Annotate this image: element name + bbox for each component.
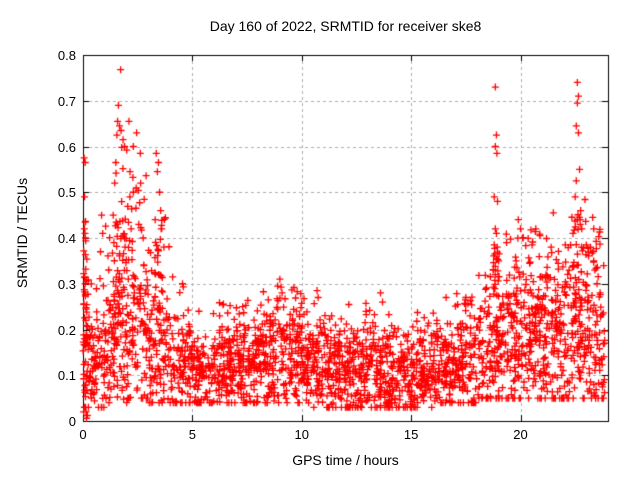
y-tick-label: 0.1 [57,368,76,384]
x-tick-label: 5 [188,427,196,442]
y-tick-label: 0.2 [57,322,76,338]
x-tick-label: 0 [79,427,87,442]
x-tick-label: 15 [403,427,419,442]
y-tick-label: 0.8 [57,48,76,63]
x-tick-label: 20 [513,427,528,442]
chart-title: Day 160 of 2022, SRMTID for receiver ske… [209,18,482,34]
y-tick-label: 0 [68,414,76,429]
y-tick-label: 0.5 [57,185,76,201]
y-tick-label: 0.7 [57,93,76,109]
x-tick-label: 10 [294,427,309,442]
y-tick-label: 0.3 [57,276,76,292]
y-tick-label: 0.4 [57,231,76,246]
y-tick-label: 0.6 [57,139,76,155]
x-axis-label: GPS time / hours [292,452,399,468]
